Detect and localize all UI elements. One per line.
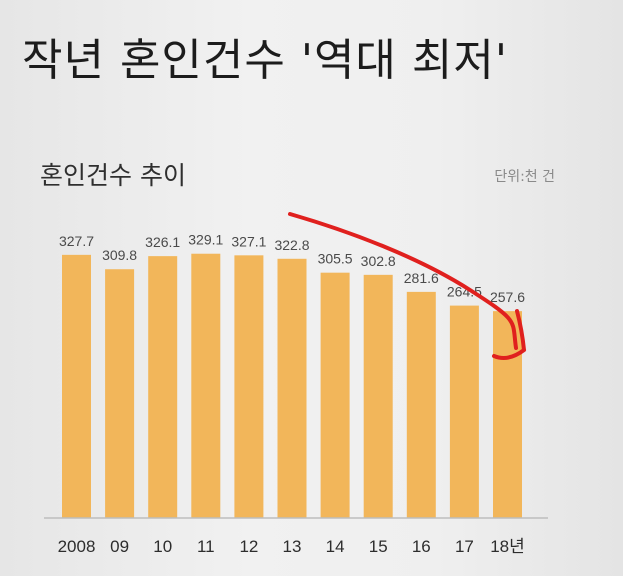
- bar-6: [320, 272, 350, 518]
- x-tick-label-10: 18년: [490, 537, 525, 556]
- value-label-1: 309.8: [102, 247, 137, 263]
- x-tick-label-6: 14: [326, 537, 345, 556]
- annotation-arrow-head: [492, 309, 526, 360]
- annotation-arrow-line: [288, 212, 518, 350]
- unit-label: 단위:천 건: [494, 169, 555, 185]
- x-tick-label-8: 16: [412, 537, 431, 556]
- value-label-7: 302.8: [361, 253, 396, 269]
- value-label-8: 281.6: [404, 270, 439, 286]
- bar-0: [62, 254, 91, 518]
- x-tick-label-2: 10: [153, 537, 172, 556]
- bar-7: [363, 274, 393, 518]
- chart-subtitle: 혼인건수 추이: [40, 161, 186, 190]
- value-label-9: 264.5: [447, 284, 482, 300]
- value-label-5: 322.8: [274, 237, 309, 253]
- bar-3: [191, 253, 221, 519]
- x-tick-label-7: 15: [369, 537, 388, 556]
- headline: 작년 혼인건수 '역대 최저': [22, 35, 508, 86]
- value-label-0: 327.7: [59, 233, 94, 249]
- x-tick-label-9: 17: [455, 537, 474, 556]
- value-label-3: 329.1: [188, 232, 223, 248]
- bar-2: [148, 256, 178, 518]
- bar-10: [493, 311, 522, 518]
- bar-9: [449, 305, 479, 518]
- value-label-2: 326.1: [145, 234, 180, 250]
- x-tick-label-5: 13: [283, 537, 302, 556]
- x-tick-label-3: 11: [197, 537, 215, 556]
- bar-5: [277, 258, 307, 518]
- value-label-4: 327.1: [231, 233, 266, 249]
- bar-4: [234, 255, 264, 518]
- x-tick-label-0: 2008: [58, 537, 96, 556]
- bar-1: [105, 269, 135, 518]
- value-label-6: 305.5: [318, 251, 353, 267]
- bar-8: [406, 291, 436, 518]
- x-tick-label-4: 12: [239, 537, 258, 556]
- value-label-10: 257.6: [490, 289, 525, 305]
- x-tick-label-1: 09: [110, 537, 129, 556]
